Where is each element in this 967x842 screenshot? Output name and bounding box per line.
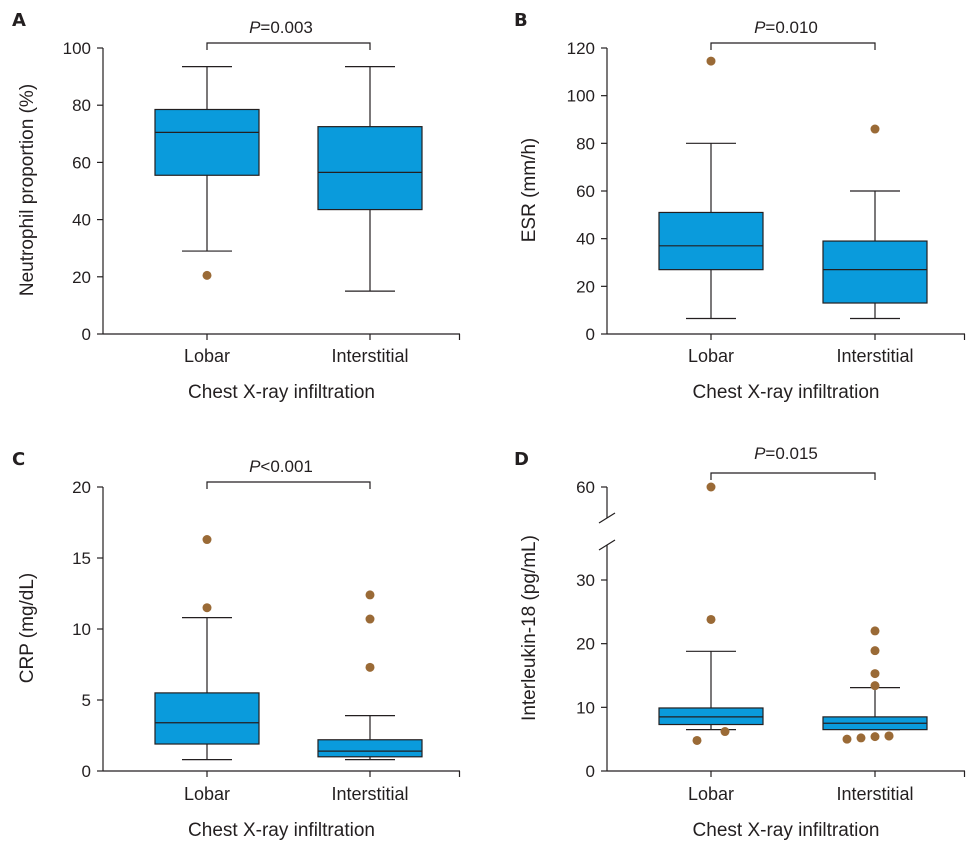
category-label: Lobar [688,784,734,804]
iqr-box [822,240,928,304]
y-tick-label: 60 [576,478,595,497]
panel-letter: C [12,449,25,470]
significance-bracket [206,481,371,489]
box-interstitial [317,590,423,761]
box-interstitial [317,65,423,292]
category-label: Lobar [688,346,734,366]
outlier-point [870,681,880,691]
box-interstitial [822,124,928,320]
y-tick-label: 15 [72,549,91,568]
category-label: Lobar [184,784,230,804]
iqr-box [154,108,260,176]
y-tick-label: 10 [72,620,91,639]
y-axis-title: ESR (mm/h) [519,138,540,243]
outlier-point [365,590,375,600]
axis-break-mark [598,539,616,551]
y-tick-label: 0 [586,325,595,344]
y-axis-title: Neutrophil proportion (%) [17,84,38,296]
box-interstitial [822,626,928,744]
iqr-box [317,126,423,211]
outlier-point [884,731,894,741]
x-axis-title: Chest X-ray infiltration [188,382,375,403]
y-tick-label: 100 [63,39,91,58]
outlier-point [842,734,852,744]
y-tick-label: 10 [576,698,595,717]
category-label: Lobar [184,346,230,366]
y-tick-label: 30 [576,571,595,590]
outlier-point [202,270,212,280]
p-value-label: P=0.010 [754,18,818,37]
iqr-box [658,211,764,271]
outlier-point [706,614,716,624]
box-lobar [154,65,260,280]
outlier-point [870,669,880,679]
outlier-point [870,626,880,636]
y-tick-label: 60 [576,182,595,201]
y-tick-label: 40 [72,211,91,230]
x-axis-title: Chest X-ray infiltration [188,820,375,841]
panel-letter: D [514,449,529,470]
panel-letter: B [514,10,528,31]
outlier-point [365,662,375,672]
p-value-label: P=0.003 [249,18,313,37]
outlier-point [692,735,702,745]
outlier-point [706,56,716,66]
y-tick-label: 0 [82,325,91,344]
category-label: Interstitial [836,346,913,366]
iqr-box [317,739,423,758]
x-axis-title: Chest X-ray infiltration [693,820,880,841]
panel-a: A 0 20 40 60 80 100 Lobar Interstitial Chest X-ra… [12,10,461,403]
category-label: Interstitial [331,784,408,804]
iqr-box [154,692,260,745]
p-value-label: P<0.001 [249,457,313,476]
significance-bracket [710,42,876,50]
y-tick-label: 40 [576,230,595,249]
y-tick-label: 0 [82,762,91,781]
iqr-box [658,707,764,726]
outlier-point [202,603,212,613]
outlier-point [202,535,212,545]
y-tick-label: 120 [567,39,595,58]
y-tick-label: 100 [567,87,595,106]
significance-bracket [710,472,876,480]
y-tick-label: 80 [576,134,595,153]
outlier-point [870,732,880,742]
p-value-label: P=0.015 [754,444,818,463]
outlier-point [720,727,730,737]
y-tick-label: 5 [82,691,91,710]
panel-letter: A [12,10,26,31]
y-tick-label: 0 [586,762,595,781]
outlier-point [365,614,375,624]
box-lobar [154,535,260,761]
panel-d: D 0 10 20 30 60 Lobar Interstitial Chest X-ray i… [514,444,966,841]
outlier-point [706,482,716,492]
outlier-point [870,124,880,134]
y-tick-label: 80 [72,96,91,115]
outlier-point [870,646,880,656]
x-axis-title: Chest X-ray infiltration [693,382,880,403]
box-lobar [658,56,764,320]
box-lobar [658,482,764,745]
y-tick-label: 20 [72,478,91,497]
axis-break-mark [598,512,616,524]
y-tick-label: 20 [576,635,595,654]
y-axis-title: CRP (mg/dL) [17,573,38,684]
category-label: Interstitial [836,784,913,804]
panel-b: B 0 20 40 60 80 100 120 Lobar Interstitial Chest X… [514,10,966,403]
y-axis-title: Interleukin-18 (pg/mL) [519,535,540,721]
y-tick-label: 20 [576,277,595,296]
significance-bracket [206,42,371,50]
category-label: Interstitial [331,346,408,366]
panel-c: C 0 5 10 15 20 Lobar Interstitial Chest X-ray in… [12,449,461,841]
y-tick-label: 20 [72,268,91,287]
outlier-point [856,733,866,743]
y-tick-label: 60 [72,153,91,172]
